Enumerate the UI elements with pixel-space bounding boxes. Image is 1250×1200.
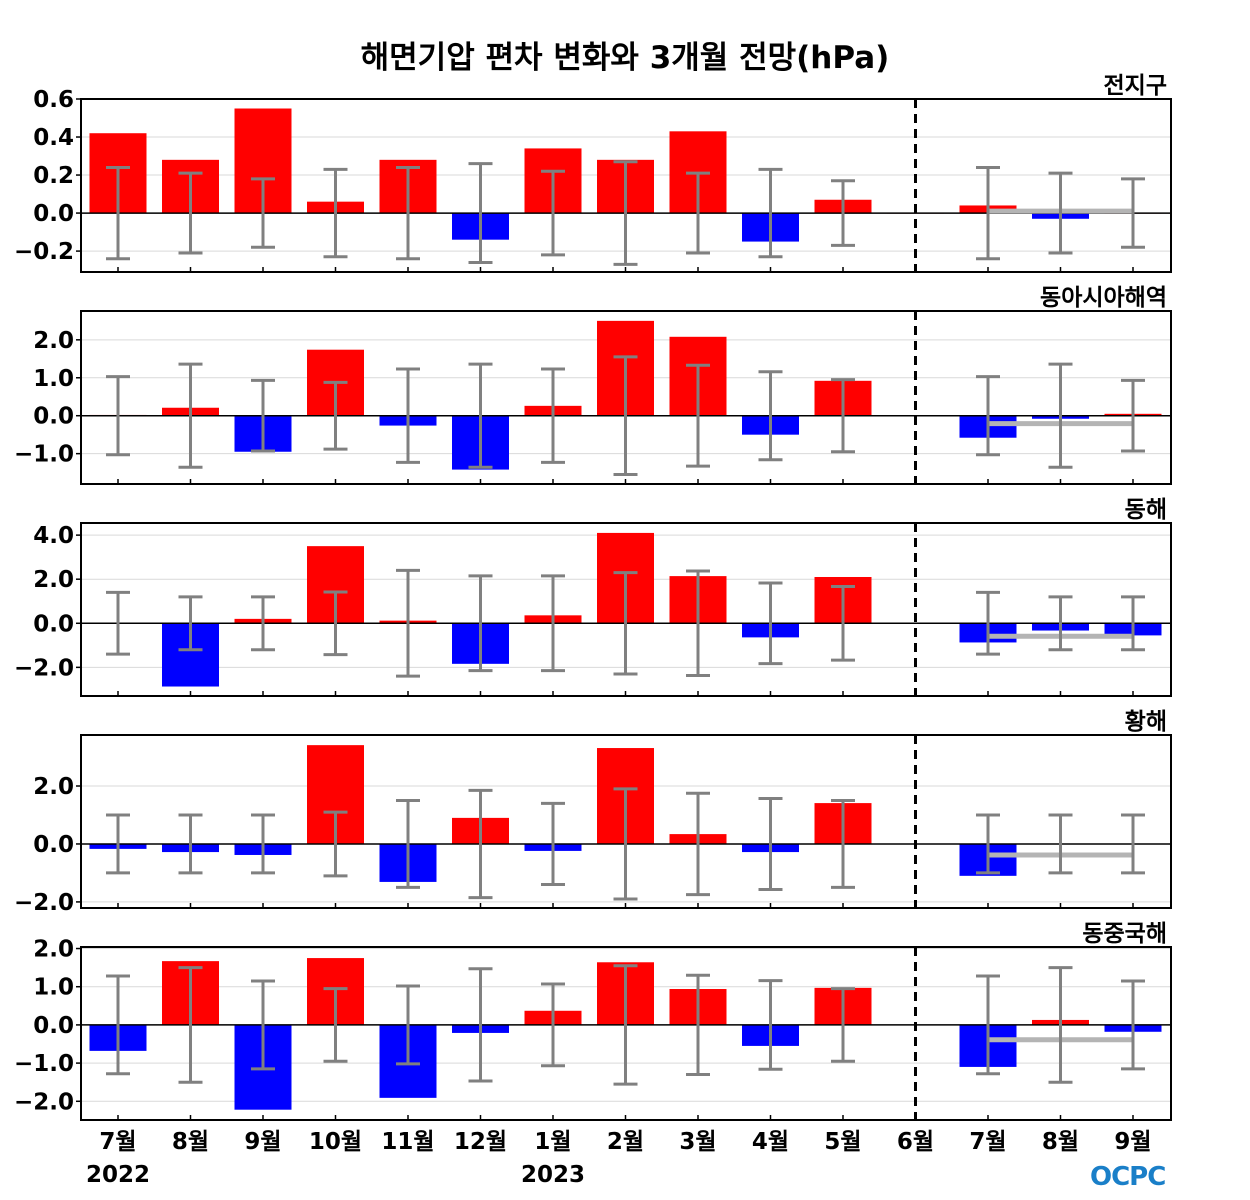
y-tick-label: −1.0 [14,442,74,468]
x-tick-label: 8월 [1042,1129,1079,1155]
y-tick-label: 1.0 [33,366,74,392]
panel-frame [80,734,1172,909]
panel-frame [80,98,1172,273]
y-tick-label: −2.0 [14,1089,74,1115]
y-tick-label: 2.0 [33,937,74,963]
panel-label: 황해 [1125,709,1167,735]
ocpc-logo: OCPC [1090,1162,1166,1192]
x-tick-label: 3월 [679,1129,716,1155]
x-tick-label: 10월 [309,1129,362,1155]
panel-label: 전지구 [1104,73,1167,99]
panel-label: 동해 [1125,497,1167,523]
x-tick-label: 8월 [172,1129,209,1155]
panel-frame [80,522,1172,697]
y-tick-label: 2.0 [33,567,74,593]
y-tick-label: 0.2 [33,163,74,189]
y-tick-label: 0.0 [33,611,74,637]
y-tick-label: 4.0 [33,523,74,549]
y-tick-label: 2.0 [33,774,74,800]
x-tick-label: 4월 [752,1129,789,1155]
panel-frame [80,946,1172,1121]
x-tick-label: 9월 [1114,1129,1151,1155]
x-tick-label: 5월 [824,1129,861,1155]
y-tick-label: −0.2 [14,239,74,265]
y-tick-label: 1.0 [33,975,74,1001]
y-tick-label: −2.0 [14,655,74,681]
panel-label: 동아시아해역 [1040,285,1167,311]
y-tick-label: 0.0 [33,201,74,227]
chart-title: 해면기압 편차 변화와 3개월 전망(hPa) [361,40,890,76]
x-tick-label: 11월 [381,1129,434,1155]
y-tick-label: −2.0 [14,890,74,916]
x-tick-label: 6월 [897,1129,934,1155]
x-tick-label: 7월 [99,1129,136,1155]
y-tick-label: 0.6 [33,87,74,113]
panel-frame [80,310,1172,485]
y-tick-label: −1.0 [14,1051,74,1077]
y-tick-label: 0.0 [33,404,74,430]
x-tick-label: 2월 [607,1129,644,1155]
year-label: 2023 [521,1162,585,1188]
x-tick-label: 7월 [969,1129,1006,1155]
year-label: 2022 [86,1162,150,1188]
panel-label: 동중국해 [1082,921,1167,947]
y-tick-label: 0.0 [33,832,74,858]
x-tick-label: 1월 [534,1129,571,1155]
y-tick-label: 0.0 [33,1013,74,1039]
x-tick-label: 9월 [244,1129,281,1155]
y-tick-label: 2.0 [33,328,74,354]
x-tick-label: 12월 [454,1129,507,1155]
y-tick-label: 0.4 [33,125,74,151]
